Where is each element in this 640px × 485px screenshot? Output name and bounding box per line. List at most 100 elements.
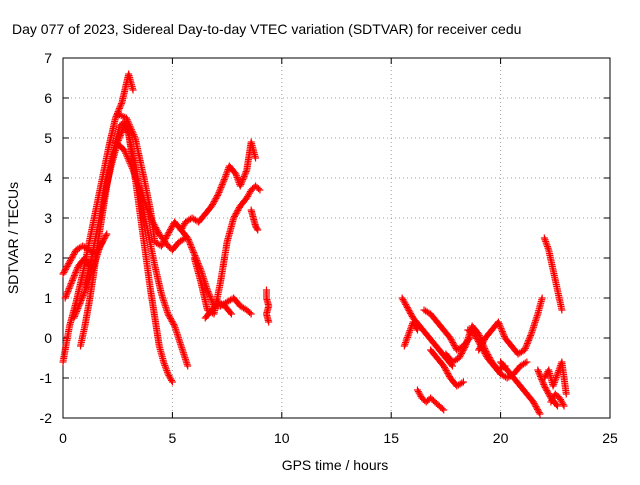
data-point-interp [441,365,449,373]
data-point-interp [443,368,451,376]
series-track-24 [540,234,566,314]
data-point-interp [530,400,538,407]
series-track-15 [400,318,421,350]
data-point-interp [559,400,567,408]
data-point-interp [167,224,175,232]
data-point-interp [232,210,240,217]
data-point-interp [123,116,131,124]
data-point-interp [532,403,540,410]
data-point [70,314,78,322]
data-point-interp [131,171,139,179]
data-point-interp [499,329,507,337]
data-point-interp [461,344,469,351]
data-point-interp [541,236,549,244]
data-point-interp [133,178,141,186]
data-point-interp [124,117,132,125]
data-point-interp [533,404,541,412]
series-track-13 [262,286,273,326]
plot-frame [62,57,611,419]
data-point-interp [102,232,110,239]
data-point-interp [187,242,195,250]
series-track-26 [547,390,568,410]
data-point-interp [523,340,531,348]
y-tick-label: 7 [44,50,52,66]
data-point-interp [209,199,217,207]
data-point-interp [246,309,254,317]
data-point-interp [226,309,234,317]
data-point-interp [552,373,560,381]
data-point-interp [184,236,192,244]
series-track-5 [77,118,176,386]
data-point-interp [444,370,452,377]
data-point [440,406,448,414]
data-point-interp [478,340,486,348]
data-point-interp [211,196,219,204]
data-point-interp [218,182,226,190]
data-point-interp [230,213,238,220]
data-point-interp [450,340,458,348]
data-point-interp [235,205,243,213]
data-point-interp [127,161,135,169]
data-point-interp [69,275,77,283]
data-point-interp [128,126,136,134]
data-point-interp [72,309,80,317]
y-tick-label: 5 [44,130,52,146]
data-point-interp [544,244,552,252]
data-point-interp [118,128,126,136]
data-point-interp [126,159,134,167]
data-point [59,270,67,278]
data-point-interp [523,341,531,349]
data-point-interp [500,331,508,339]
data-point-interp [186,240,194,248]
data-point [256,186,264,194]
data-point-interp [70,251,78,258]
data-point-interp [413,324,421,332]
data-point-interp [74,304,82,312]
data-point [459,378,467,386]
data-point-interp [130,168,138,176]
data-point-interp [125,158,133,166]
data-point-interp [240,174,248,182]
data-point-interp [63,289,71,297]
data-point-interp [116,103,124,111]
data-point-interp [75,303,83,311]
series-track-18 [427,346,467,390]
grid-layer [63,58,610,418]
data-point-interp [552,375,560,383]
data-point-interp [133,176,141,184]
data-point-interp [122,149,130,157]
data-point-interp [73,308,81,316]
data-point-interp [223,167,231,175]
data-point-interp [526,333,534,341]
data-point-interp [163,367,171,375]
data-point [553,402,561,410]
data-point-interp [476,345,484,352]
data-point-interp [128,127,136,135]
data-point [403,302,411,310]
series-track-10 [190,182,264,318]
data-point-interp [542,385,550,393]
data-point-interp [459,347,467,354]
data-point-interp [472,333,480,341]
data-point [227,310,235,318]
data-point [562,390,570,398]
data-point-interp [253,225,261,233]
data-point-interp [60,269,68,276]
data-point-interp [543,241,551,249]
y-axis-ticks: -2 -1 0 1 2 3 4 5 6 7 [40,50,610,426]
data-point-interp [214,192,222,199]
data-point-interp [542,239,550,247]
data-point-interp [122,151,130,159]
data-point-interp [161,361,169,369]
data-point-interp [188,244,196,252]
data-point-interp [481,350,489,357]
data-point-interp [62,292,70,300]
data-point [203,286,211,294]
data-point-interp [168,376,176,384]
data-point-interp [185,237,193,245]
data-point-interp [498,326,506,334]
data-point-interp [215,188,223,196]
data-point-interp [401,340,409,348]
data-point-interp [65,260,73,267]
